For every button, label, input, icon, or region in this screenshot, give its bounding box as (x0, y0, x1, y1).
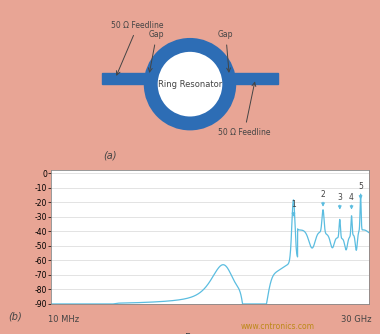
Circle shape (151, 45, 229, 124)
Text: (a): (a) (103, 151, 117, 161)
Text: 2: 2 (321, 190, 325, 199)
Text: 30 GHz: 30 GHz (341, 315, 372, 324)
Text: 3: 3 (337, 193, 342, 201)
Text: 1: 1 (291, 200, 296, 209)
Bar (102, 73, 153, 84)
Text: 5: 5 (358, 182, 363, 191)
Text: 10 MHz: 10 MHz (48, 315, 79, 324)
Text: 50 Ω Feedline: 50 Ω Feedline (218, 82, 271, 137)
Text: 4: 4 (349, 193, 354, 201)
Text: 50 Ω Feedline: 50 Ω Feedline (111, 21, 164, 75)
Text: Frequency: Frequency (185, 333, 235, 334)
Text: Gap: Gap (148, 30, 165, 72)
Text: Ring Resonator: Ring Resonator (158, 80, 222, 89)
Text: www.cntronics.com: www.cntronics.com (241, 322, 314, 331)
Text: Gap: Gap (218, 30, 234, 72)
Text: (b): (b) (8, 312, 22, 322)
Bar (227, 73, 278, 84)
